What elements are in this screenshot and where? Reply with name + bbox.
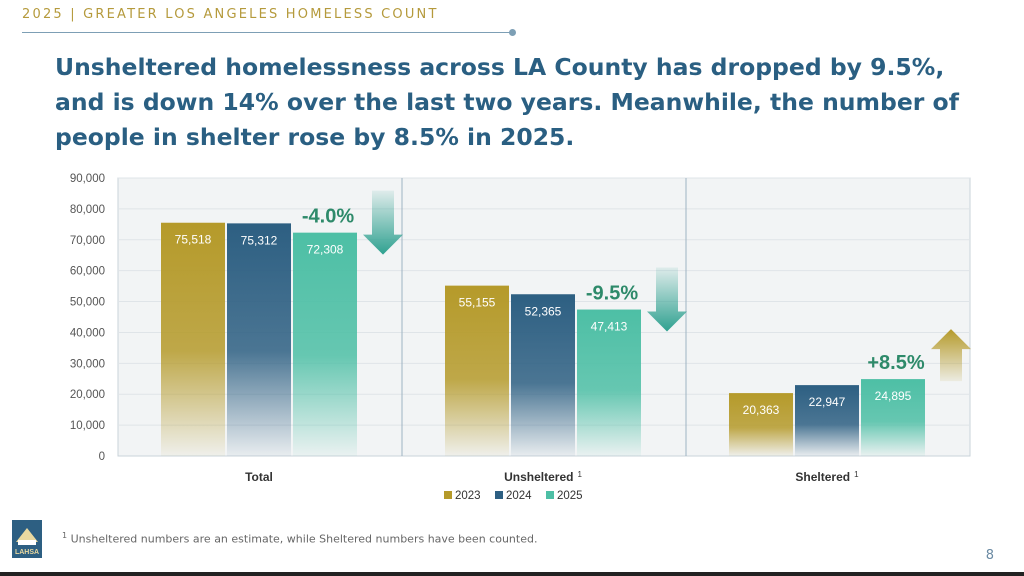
y-tick-label: 50,000 (70, 297, 105, 309)
change-annotation: -9.5% (586, 283, 638, 305)
legend-label: 2025 (557, 490, 583, 502)
y-tick-label: 80,000 (70, 204, 105, 216)
y-tick-label: 70,000 (70, 235, 105, 247)
bottom-bar (0, 572, 1024, 576)
y-tick-label: 20,000 (70, 389, 105, 401)
data-label: 22,947 (809, 395, 846, 409)
y-tick-label: 30,000 (70, 358, 105, 370)
change-annotation: -4.0% (302, 206, 354, 228)
down-arrow-icon (363, 190, 403, 255)
legend-label: 2024 (506, 490, 532, 502)
y-tick-label: 40,000 (70, 327, 105, 339)
data-label: 75,312 (241, 233, 278, 247)
data-label: 24,895 (875, 389, 912, 403)
page-number: 8 (985, 548, 994, 563)
data-label: 75,518 (175, 233, 212, 247)
bar-2025-unsheltered (577, 309, 641, 456)
change-annotation: +8.5% (867, 352, 924, 374)
legend-swatch-2023 (444, 491, 452, 499)
footnote-text: Unsheltered numbers are an estimate, whi… (70, 532, 538, 546)
bar-2024-total (227, 223, 291, 456)
y-tick-label: 60,000 (70, 266, 105, 278)
bar-2023-total (161, 222, 225, 456)
data-label: 55,155 (459, 296, 496, 310)
down-arrow-icon (647, 267, 687, 332)
slide-headline: Unsheltered homelessness across LA Count… (55, 53, 959, 151)
grouped-bar-chart: 0 10,000 20,000 30,000 40,000 50,000 60,000 70,… (70, 173, 971, 502)
header-rule (22, 32, 512, 33)
legend-swatch-2024 (495, 491, 503, 499)
logo-text: LAHSA (15, 549, 39, 556)
bar-2024-unsheltered (511, 294, 575, 456)
data-label: 52,365 (525, 304, 562, 318)
bar-2025-sheltered (861, 379, 925, 456)
data-label: 20,363 (743, 403, 780, 417)
y-tick-label: 10,000 (70, 420, 105, 432)
category-label: Total (245, 470, 273, 484)
legend-swatch-2025 (546, 491, 554, 499)
footnote: 1 Unsheltered numbers are an estimate, w… (62, 531, 537, 546)
footnote-marker: 1 (62, 531, 68, 540)
y-tick-label: 0 (99, 451, 105, 463)
bar-2025-total (293, 232, 357, 456)
deck-header: 2025 | GREATER LOS ANGELES HOMELESS COUN… (22, 7, 439, 22)
bar-2023-sheltered (729, 393, 793, 456)
up-arrow-icon (931, 329, 971, 382)
category-label: Sheltered 1 (795, 470, 859, 484)
header-rule-dot (509, 29, 516, 36)
legend-label: 2023 (455, 490, 481, 502)
lahsa-logo: LAHSA (12, 520, 42, 558)
bar-2024-sheltered (795, 385, 859, 456)
data-label: 72,308 (307, 243, 344, 257)
data-label: 47,413 (591, 320, 628, 334)
y-tick-label: 90,000 (70, 173, 105, 185)
category-label: Unsheltered 1 (504, 470, 582, 484)
bar-2023-unsheltered (445, 285, 509, 456)
